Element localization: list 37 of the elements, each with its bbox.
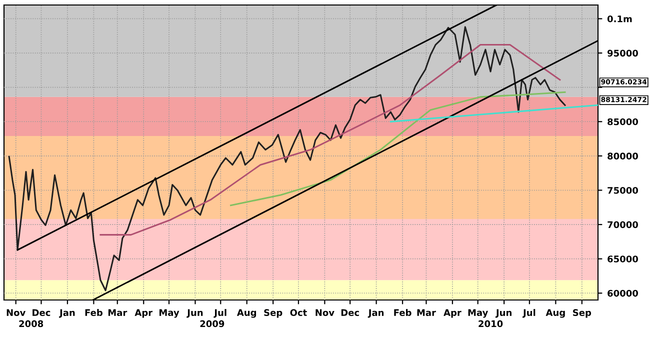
x-tick-label: Aug xyxy=(546,309,565,318)
x-tick-label: Sep xyxy=(573,309,592,318)
y-tick-label: 60000 xyxy=(608,290,638,297)
x-tick-label: Mar xyxy=(108,309,128,316)
x-tick-label: Nov xyxy=(316,309,334,316)
x-tick-label: May xyxy=(159,309,180,318)
x-tick-label: Apr xyxy=(134,309,153,318)
y-tick-label: 85000 xyxy=(608,118,638,126)
y-tick-label: 95000 xyxy=(607,50,638,57)
x-tick-label: Jun xyxy=(186,309,203,318)
x-tick-label: Jul xyxy=(214,309,226,318)
x2-tick-label: 2008 xyxy=(19,320,44,328)
x-tick-label: Jan xyxy=(368,309,384,318)
y-tick-label: 65000 xyxy=(608,256,638,262)
y-tick-label: 75000 xyxy=(608,186,638,194)
line-series xyxy=(100,44,561,236)
x2-tick-label: 2010 xyxy=(478,320,503,328)
x-tick-label: Apr xyxy=(444,309,462,318)
x-tick-label: Jul xyxy=(522,309,536,318)
x-tick-label: Aug xyxy=(236,309,256,318)
x-tick-label: Feb xyxy=(394,309,412,316)
x2-tick-label: 2009 xyxy=(200,320,224,328)
x-tick-label: May xyxy=(468,309,488,318)
x-tick-label: Jan xyxy=(59,309,75,318)
x-tick-label: Jun xyxy=(495,309,512,318)
line-series xyxy=(8,26,566,292)
x-tick-label: Mar xyxy=(417,309,436,316)
x-tick-label: Dec xyxy=(341,309,359,316)
x-tick-label: Oct xyxy=(290,309,307,316)
y-tick-label: 70000 xyxy=(608,221,638,228)
x-tick-label: Nov xyxy=(6,309,26,316)
x-tick-label: Feb xyxy=(85,309,102,316)
x-tick-label: Sep xyxy=(264,309,282,318)
x-tick-label: Dec xyxy=(32,309,50,316)
y-tick-label: 0.1m xyxy=(607,15,632,22)
line-series xyxy=(230,91,566,206)
y-tick-label: 80000 xyxy=(608,152,638,160)
